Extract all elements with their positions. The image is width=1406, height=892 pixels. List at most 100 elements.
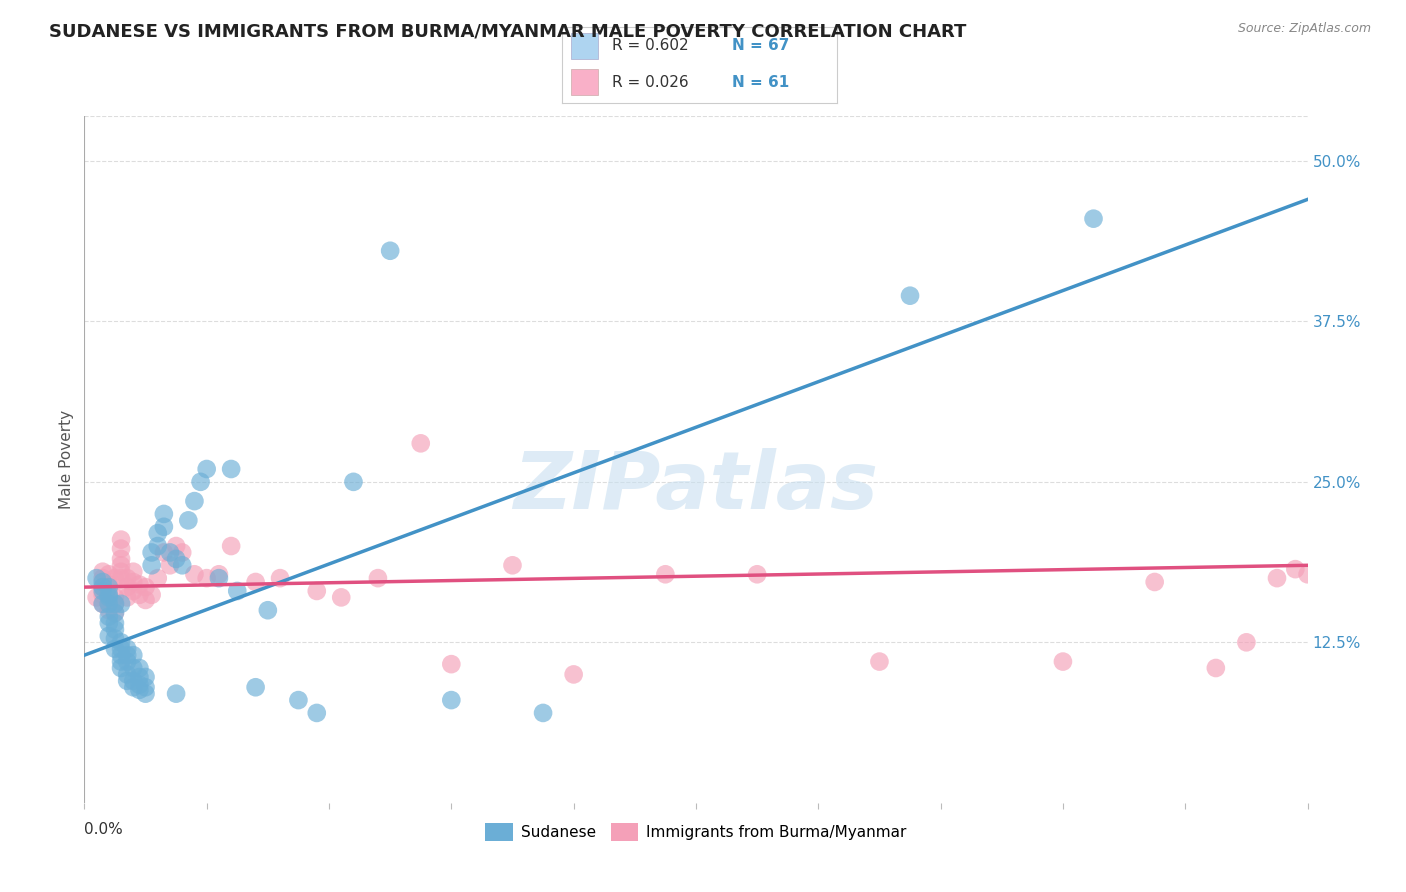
Point xyxy=(110,655,132,669)
Point xyxy=(122,565,145,579)
Point xyxy=(97,597,120,611)
Point xyxy=(97,577,120,591)
Point xyxy=(440,693,463,707)
Point xyxy=(153,520,176,534)
Point xyxy=(115,655,138,669)
Point xyxy=(898,288,921,302)
Point xyxy=(141,545,163,559)
Point xyxy=(1143,574,1166,589)
Point xyxy=(128,670,150,684)
Point xyxy=(1284,562,1306,576)
Point xyxy=(110,661,132,675)
Point xyxy=(135,670,157,684)
Point xyxy=(172,558,194,573)
Point xyxy=(128,577,150,591)
Point xyxy=(245,680,267,694)
Point xyxy=(1205,661,1227,675)
Point xyxy=(135,680,157,694)
Text: R = 0.602: R = 0.602 xyxy=(612,38,689,54)
Point xyxy=(122,673,145,688)
Point xyxy=(97,609,120,624)
Point xyxy=(104,571,127,585)
Point xyxy=(91,574,114,589)
Point xyxy=(380,244,402,258)
Point xyxy=(135,593,157,607)
Point xyxy=(183,567,205,582)
Point xyxy=(110,541,132,556)
Point xyxy=(128,661,150,675)
Point xyxy=(97,591,120,605)
Point xyxy=(104,641,127,656)
Point xyxy=(141,588,163,602)
Point xyxy=(115,591,138,605)
Point xyxy=(122,661,145,675)
Point xyxy=(97,603,120,617)
Point xyxy=(177,513,200,527)
Point xyxy=(502,558,524,573)
Point xyxy=(97,584,120,599)
Point xyxy=(115,648,138,662)
Point xyxy=(342,475,364,489)
Point xyxy=(208,567,231,582)
Point xyxy=(1296,567,1319,582)
Point xyxy=(128,678,150,692)
Point xyxy=(1052,655,1074,669)
Point xyxy=(165,552,187,566)
Point xyxy=(146,526,169,541)
Point xyxy=(1083,211,1105,226)
Point xyxy=(91,565,114,579)
Point xyxy=(110,565,132,579)
Point xyxy=(219,539,242,553)
Point xyxy=(562,667,585,681)
Point xyxy=(183,494,205,508)
Point xyxy=(115,641,138,656)
Point xyxy=(245,574,267,589)
Point xyxy=(86,571,108,585)
Point xyxy=(97,588,120,602)
Point xyxy=(257,603,280,617)
Point xyxy=(531,706,554,720)
Point xyxy=(208,571,231,585)
Point xyxy=(104,606,127,620)
Point xyxy=(115,667,138,681)
Point xyxy=(110,597,132,611)
Point xyxy=(195,462,218,476)
Point xyxy=(172,545,194,559)
Text: 0.0%: 0.0% xyxy=(84,822,124,837)
Point xyxy=(97,591,120,605)
Point xyxy=(104,616,127,631)
Point xyxy=(91,597,114,611)
Point xyxy=(440,657,463,672)
Point xyxy=(128,682,150,697)
Point xyxy=(110,533,132,547)
Point xyxy=(97,580,120,594)
Point xyxy=(367,571,389,585)
Text: Source: ZipAtlas.com: Source: ZipAtlas.com xyxy=(1237,22,1371,36)
Y-axis label: Male Poverty: Male Poverty xyxy=(59,409,75,509)
Point xyxy=(97,616,120,631)
Point xyxy=(91,597,114,611)
Point xyxy=(269,571,291,585)
Point xyxy=(747,567,769,582)
Point xyxy=(115,673,138,688)
FancyBboxPatch shape xyxy=(571,33,598,59)
Point xyxy=(135,580,157,594)
Point xyxy=(159,558,181,573)
Point xyxy=(190,475,212,489)
Point xyxy=(287,693,309,707)
Point xyxy=(146,539,169,553)
Point xyxy=(195,571,218,585)
Point xyxy=(226,584,249,599)
Point xyxy=(91,580,114,594)
Point xyxy=(153,545,176,559)
Legend: Sudanese, Immigrants from Burma/Myanmar: Sudanese, Immigrants from Burma/Myanmar xyxy=(479,817,912,847)
Point xyxy=(110,641,132,656)
Point xyxy=(104,591,127,605)
Point xyxy=(1236,635,1258,649)
Point xyxy=(91,584,114,599)
Point xyxy=(104,606,127,620)
Text: SUDANESE VS IMMIGRANTS FROM BURMA/MYANMAR MALE POVERTY CORRELATION CHART: SUDANESE VS IMMIGRANTS FROM BURMA/MYANMA… xyxy=(49,22,966,40)
Point xyxy=(115,580,138,594)
Point xyxy=(135,687,157,701)
Point xyxy=(305,706,328,720)
